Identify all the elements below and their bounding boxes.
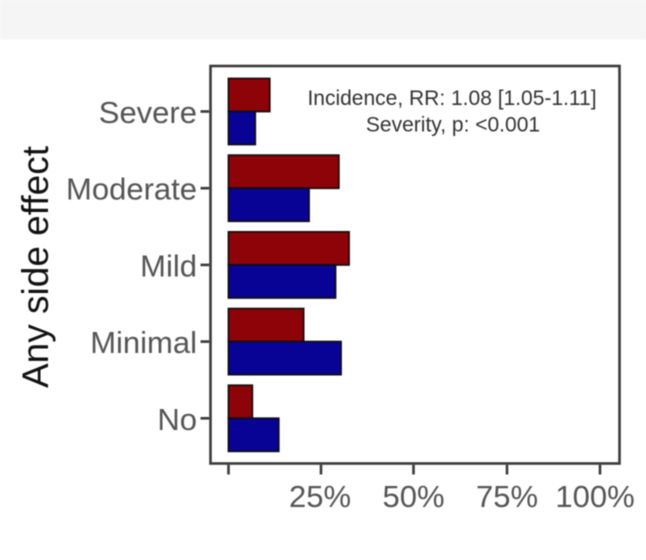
svg-text:100%: 100% [555, 479, 634, 514]
svg-text:Minimal: Minimal [90, 325, 197, 360]
svg-text:No: No [157, 402, 197, 437]
svg-text:75%: 75% [476, 479, 538, 514]
svg-text:Severity, p: <0.001: Severity, p: <0.001 [366, 114, 540, 137]
svg-text:Severe: Severe [99, 95, 197, 130]
svg-text:Mild: Mild [140, 248, 197, 283]
svg-text:50%: 50% [382, 479, 444, 514]
svg-text:Moderate: Moderate [66, 172, 197, 207]
svg-text:Incidence, RR: 1.08 [1.05-1.11: Incidence, RR: 1.08 [1.05-1.11] [307, 87, 596, 110]
svg-text:25%: 25% [289, 479, 351, 514]
svg-text:Any side effect: Any side effect [15, 145, 56, 388]
